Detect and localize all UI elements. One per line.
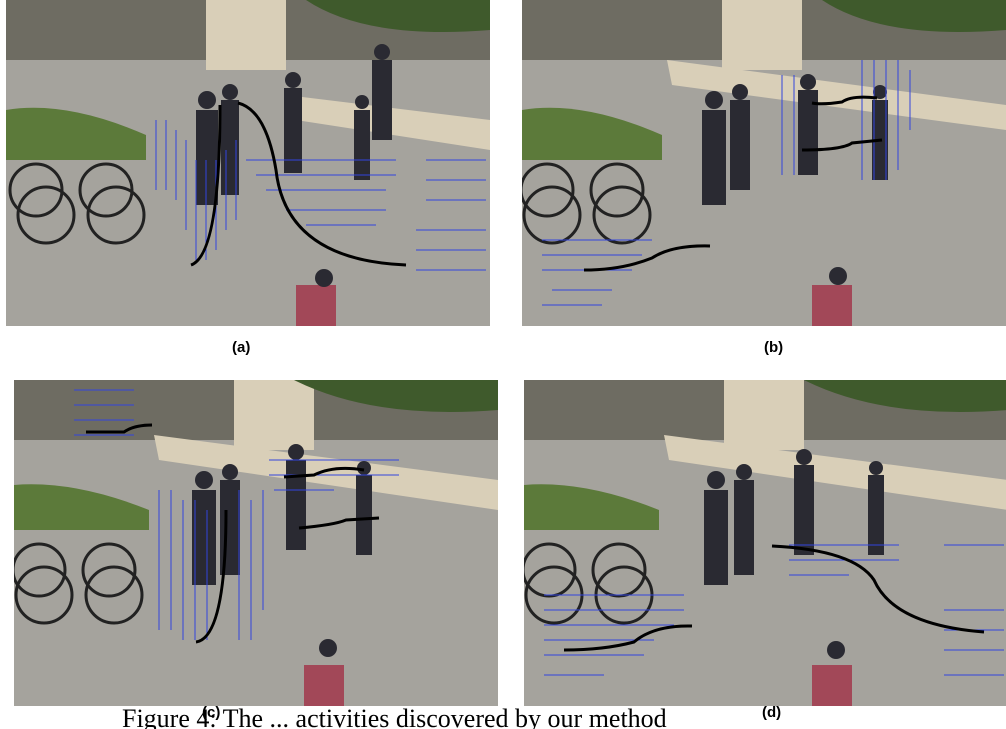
trajectory-arrow-icon [583,95,883,272]
bicycle-icon [522,162,652,245]
panel-d-image [524,380,1006,706]
panel-a-label: (a) [232,339,251,356]
flow-arrow-icon [542,60,911,306]
person-icon [702,74,888,326]
scene-b [522,0,1006,326]
scene-c [14,380,498,706]
scene-d [524,380,1006,706]
panel-a-image [6,0,490,326]
trajectory-arrow-icon [563,544,985,652]
flow-arrow-icon [544,544,1004,676]
bicycle-icon [8,162,146,245]
panel-b-label: (b) [764,339,784,356]
scene-a [6,0,490,326]
bicycle-icon [14,542,144,625]
person-icon [704,449,884,706]
panel-b-image [522,0,1006,326]
trajectory-arrow-icon [86,423,380,644]
person-icon [192,444,372,706]
trajectory-arrow-icon [190,101,407,267]
flow-arrow-icon [74,389,399,640]
panel-c-image [14,380,498,706]
figure-caption: Figure 4: The ... activities discovered … [122,704,667,729]
panel-d-label: (d) [762,704,782,721]
panel-c-label: (c) [202,704,221,721]
person-icon [196,44,392,326]
